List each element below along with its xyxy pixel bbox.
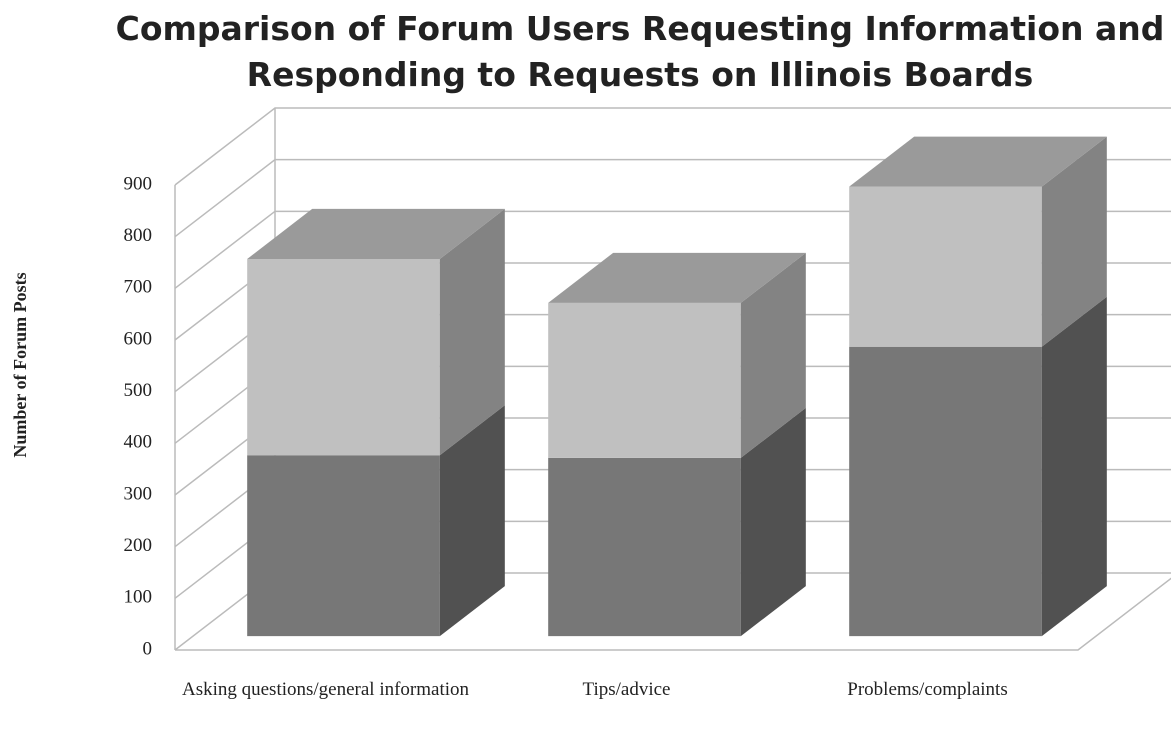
y-tick-label: 200 (124, 535, 153, 556)
bar-top (548, 252, 806, 303)
bar-side (439, 405, 505, 637)
grid-line (174, 158, 1171, 238)
bar-front (849, 186, 1042, 347)
y-tick-label: 0 (143, 638, 153, 659)
bar-side (1041, 296, 1107, 637)
y-axis-label: Number of Forum Posts (10, 272, 30, 457)
grid-line (174, 107, 1171, 186)
y-tick-label: 900 (124, 173, 153, 194)
bar-top (849, 136, 1107, 187)
bar-top (247, 208, 505, 259)
y-tick-label: 800 (124, 225, 153, 246)
bar-front (548, 457, 741, 637)
bar-side (740, 252, 806, 458)
y-tick-label: 600 (124, 328, 153, 349)
bar-side (1041, 136, 1107, 347)
x-tick-label: Tips/advice (582, 679, 671, 700)
chart-title: Comparison of Forum Users Requesting Inf… (115, 9, 1165, 94)
bar-front (548, 302, 741, 458)
y-tick-label: 700 (124, 277, 153, 298)
floor-edge (175, 577, 1171, 651)
bar-side (740, 407, 806, 637)
bar-side (439, 208, 505, 456)
bar-front (247, 258, 440, 456)
y-tick-label: 100 (124, 587, 153, 608)
y-tick-label: 500 (124, 380, 153, 401)
bar-front (849, 346, 1042, 637)
y-tick-label: 400 (124, 432, 153, 453)
x-tick-label: Problems/complaints (847, 679, 1008, 700)
y-tick-label: 300 (124, 483, 153, 504)
bar-front (247, 455, 440, 637)
x-tick-label: Asking questions/general information (181, 679, 470, 700)
